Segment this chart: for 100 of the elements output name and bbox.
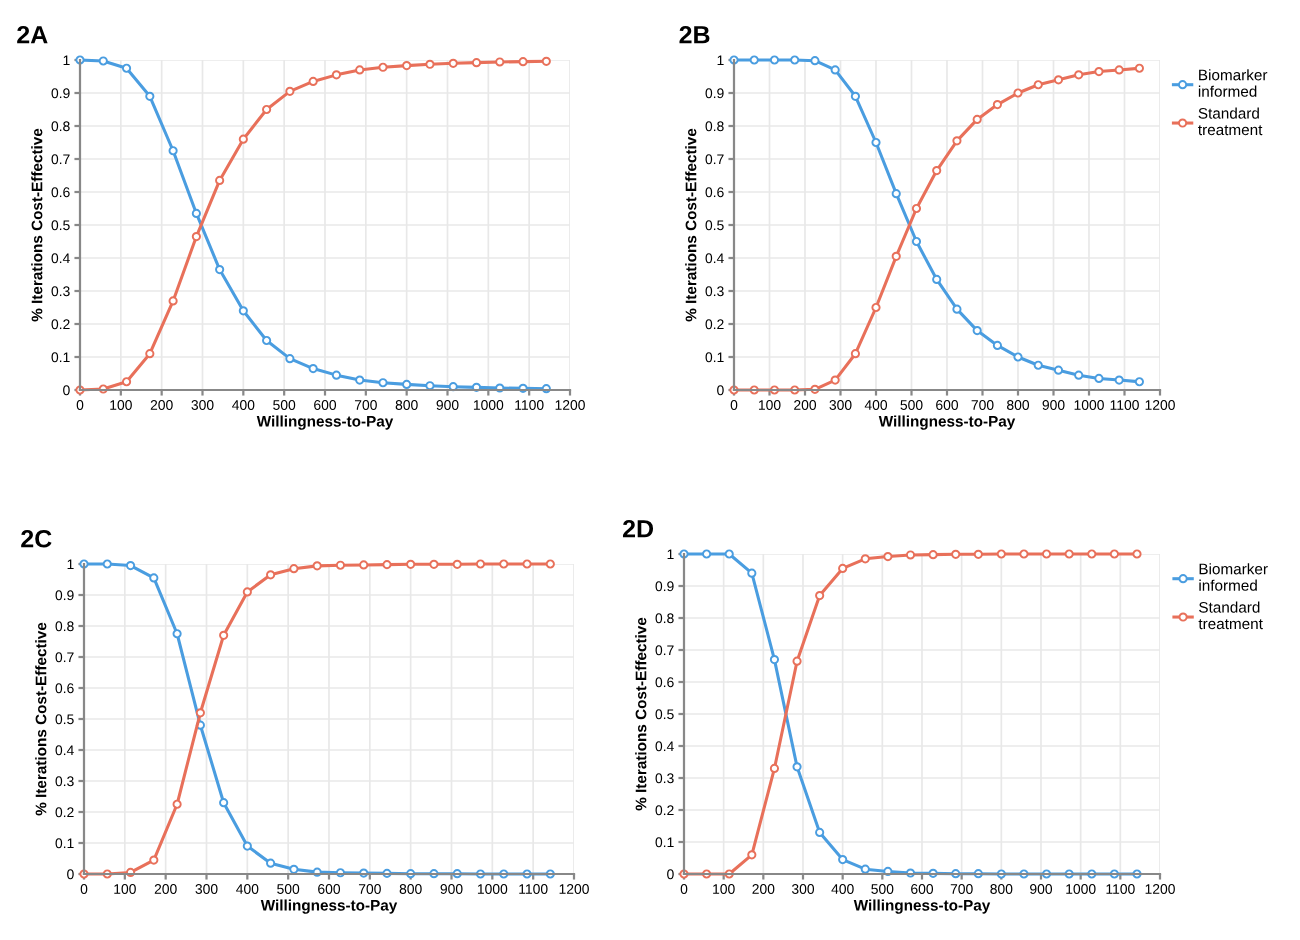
point	[1109, 549, 1119, 559]
point	[769, 763, 780, 773]
point	[471, 58, 482, 68]
point	[238, 134, 248, 144]
point	[838, 855, 848, 865]
point	[992, 99, 1002, 110]
point	[406, 559, 416, 569]
point	[215, 175, 225, 186]
point	[1013, 88, 1023, 98]
point	[769, 655, 780, 665]
point	[883, 551, 893, 562]
point	[191, 231, 201, 242]
point	[1094, 66, 1104, 77]
point	[355, 375, 365, 385]
point	[266, 858, 276, 868]
point	[702, 549, 712, 559]
point	[1019, 549, 1029, 559]
point	[1087, 549, 1097, 559]
point	[195, 708, 205, 718]
point	[382, 560, 392, 570]
point	[838, 563, 848, 573]
point	[891, 189, 901, 199]
point	[355, 65, 365, 75]
point	[1053, 75, 1064, 85]
point	[850, 91, 860, 101]
point	[145, 91, 155, 101]
point	[996, 549, 1006, 559]
point	[335, 560, 346, 570]
point	[499, 559, 509, 569]
point	[98, 56, 108, 66]
point	[402, 61, 412, 71]
point	[425, 59, 435, 69]
point	[242, 587, 252, 597]
point	[1094, 373, 1104, 384]
point	[860, 864, 870, 874]
point	[285, 86, 295, 96]
point	[1041, 549, 1052, 559]
point	[145, 349, 155, 359]
point	[1134, 377, 1144, 387]
point	[932, 165, 942, 176]
point	[992, 340, 1002, 351]
point	[289, 864, 299, 874]
point	[830, 375, 840, 385]
point	[121, 63, 132, 73]
point	[149, 573, 159, 583]
point	[952, 304, 962, 314]
point	[242, 841, 252, 851]
point	[402, 379, 412, 389]
point	[1132, 549, 1142, 559]
point	[1064, 549, 1074, 559]
point	[724, 549, 734, 559]
point	[266, 570, 276, 580]
point	[238, 306, 248, 316]
point	[1134, 63, 1144, 73]
point	[747, 850, 757, 860]
point	[891, 251, 901, 261]
point	[149, 855, 159, 865]
point	[1033, 80, 1043, 90]
point	[308, 363, 318, 374]
point	[331, 370, 342, 380]
chart-title: 2B	[679, 25, 710, 44]
point	[928, 550, 938, 560]
point	[541, 56, 551, 66]
point	[429, 559, 439, 569]
point	[191, 208, 201, 219]
point	[172, 799, 182, 809]
point	[1033, 360, 1043, 370]
point	[168, 146, 178, 156]
point	[219, 630, 229, 640]
point	[312, 561, 322, 571]
point	[815, 827, 825, 837]
point	[932, 274, 942, 285]
point	[285, 354, 295, 364]
point	[747, 568, 757, 578]
point	[448, 58, 458, 68]
point	[1074, 70, 1084, 80]
point	[749, 55, 759, 65]
point	[871, 302, 881, 313]
point	[792, 762, 802, 772]
point	[125, 560, 136, 571]
point	[168, 296, 178, 306]
point	[973, 549, 983, 559]
point	[215, 264, 225, 275]
point	[545, 559, 555, 569]
point	[815, 591, 825, 601]
point	[378, 62, 388, 72]
point	[952, 136, 962, 146]
point	[911, 203, 922, 214]
point	[911, 236, 922, 247]
point	[1013, 352, 1023, 362]
point	[495, 57, 505, 67]
point	[262, 335, 272, 346]
point	[905, 550, 916, 560]
point	[871, 137, 881, 148]
point	[172, 629, 182, 639]
point	[769, 55, 780, 65]
point	[972, 114, 982, 124]
point	[308, 76, 318, 87]
point	[830, 65, 840, 75]
point	[951, 549, 961, 559]
